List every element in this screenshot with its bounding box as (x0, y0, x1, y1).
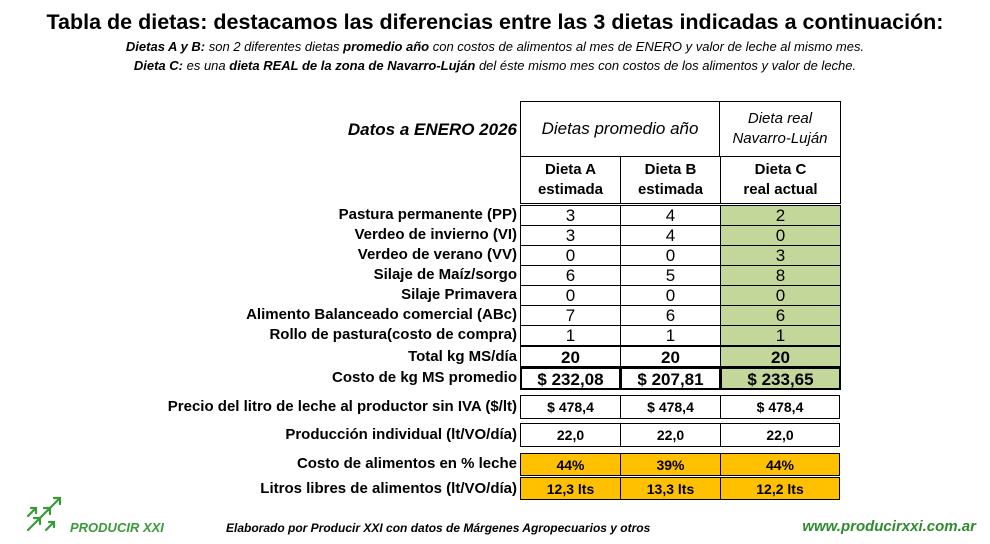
value-cell-cost: $ 207,81 (620, 367, 721, 390)
value-cell: 44% (765, 456, 795, 473)
logo-text: PRODUCIR XXI (70, 520, 164, 535)
value-cell: 12,2 lts (756, 480, 804, 497)
value-cell: $ 478,4 (756, 399, 804, 415)
value-cell: 22,0 (766, 427, 794, 443)
value-cell: 4 (620, 225, 721, 246)
value-cell: 2 (720, 205, 841, 226)
value-cell: 5 (620, 265, 721, 286)
value-cell: 3 (720, 245, 841, 266)
value-cell: 0 (620, 245, 721, 266)
website-link[interactable]: www.producirxxi.com.ar (802, 518, 976, 535)
value-cell: 4 (620, 205, 721, 226)
summary-label-production: Producción individual (lt/VO/día) (285, 426, 517, 443)
value-cell: 6 (520, 265, 621, 286)
producir-xxi-logo-icon (26, 496, 62, 532)
value-cell: 12,3 lts (521, 478, 621, 499)
row-label-cost: Costo de kg MS promedio (331, 369, 517, 386)
group-header-real: Dieta real Navarro-Luján (720, 101, 841, 156)
value-cell: 0 (520, 285, 621, 306)
value-cell: 0 (520, 245, 621, 266)
row-label: Alimento Balanceado comercial (ABc) (246, 306, 517, 323)
subtitle-c: Dieta C: es una dieta REAL de la zona de… (133, 58, 857, 73)
value-cell-total: 20 (720, 346, 841, 367)
value-cell: 1 (520, 325, 621, 346)
value-cell: 8 (720, 265, 841, 286)
row-label-total: Total kg MS/día (408, 348, 517, 365)
value-cell: 6 (620, 305, 721, 326)
date-label: Datos a ENERO 2026 (347, 120, 517, 139)
value-cell: 0 (720, 225, 841, 246)
value-cell: 6 (720, 305, 841, 326)
value-cell: 0 (720, 285, 841, 306)
summary-label-milk-price: Precio del litro de leche al productor s… (167, 398, 517, 415)
subtitle-ab: Dietas A y B: son 2 diferentes dietas pr… (125, 39, 865, 54)
row-label: Verdeo de verano (VV) (357, 246, 517, 263)
value-cell: 44% (521, 454, 621, 475)
value-cell-cost: $ 233,65 (720, 367, 841, 390)
value-cell: 7 (520, 305, 621, 326)
value-cell: $ 478,4 (621, 396, 721, 418)
value-cell-total: 20 (520, 346, 621, 367)
value-cell-cost: $ 232,08 (520, 367, 621, 390)
value-cell: 0 (620, 285, 721, 306)
value-cell: 1 (620, 325, 721, 346)
value-cell: 22,0 (521, 424, 621, 446)
summary-row-milk-price: $ 478,4 $ 478,4 $ 478,4 (520, 395, 840, 419)
group-header-average: Dietas promedio año (520, 101, 720, 156)
summary-row-free-liters: 12,3 lts 13,3 lts 12,2 lts (520, 477, 840, 500)
row-label: Pastura permanente (PP) (338, 206, 517, 223)
row-label: Silaje de Maíz/sorgo (373, 266, 517, 283)
page-title: Tabla de dietas: destacamos las diferenc… (46, 10, 944, 34)
value-cell: 39% (621, 454, 721, 475)
value-cell: $ 478,4 (521, 396, 621, 418)
value-cell: 3 (520, 225, 621, 246)
summary-row-production: 22,0 22,0 22,0 (520, 423, 840, 447)
row-label: Rollo de pastura(costo de compra) (269, 326, 517, 343)
value-cell-total: 20 (620, 346, 721, 367)
summary-row-feed-cost-pct: 44% 39% 44% (520, 453, 840, 476)
value-cell: 3 (520, 205, 621, 226)
footer-credit: Elaborado por Producir XXI con datos de … (226, 521, 651, 535)
summary-label-free-liters: Litros libres de alimentos (lt/VO/día) (260, 480, 517, 497)
value-cell: 22,0 (621, 424, 721, 446)
row-label: Verdeo de invierno (VI) (354, 226, 517, 243)
summary-label-feed-cost-pct: Costo de alimentos en % leche (296, 455, 517, 472)
row-label: Silaje Primavera (401, 286, 517, 303)
value-cell: 13,3 lts (621, 478, 721, 499)
value-cell: 1 (720, 325, 841, 346)
